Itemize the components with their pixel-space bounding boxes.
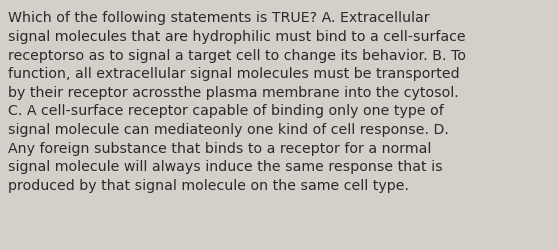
Text: Which of the following statements is TRUE? A. Extracellular
signal molecules tha: Which of the following statements is TRU… <box>8 11 466 192</box>
